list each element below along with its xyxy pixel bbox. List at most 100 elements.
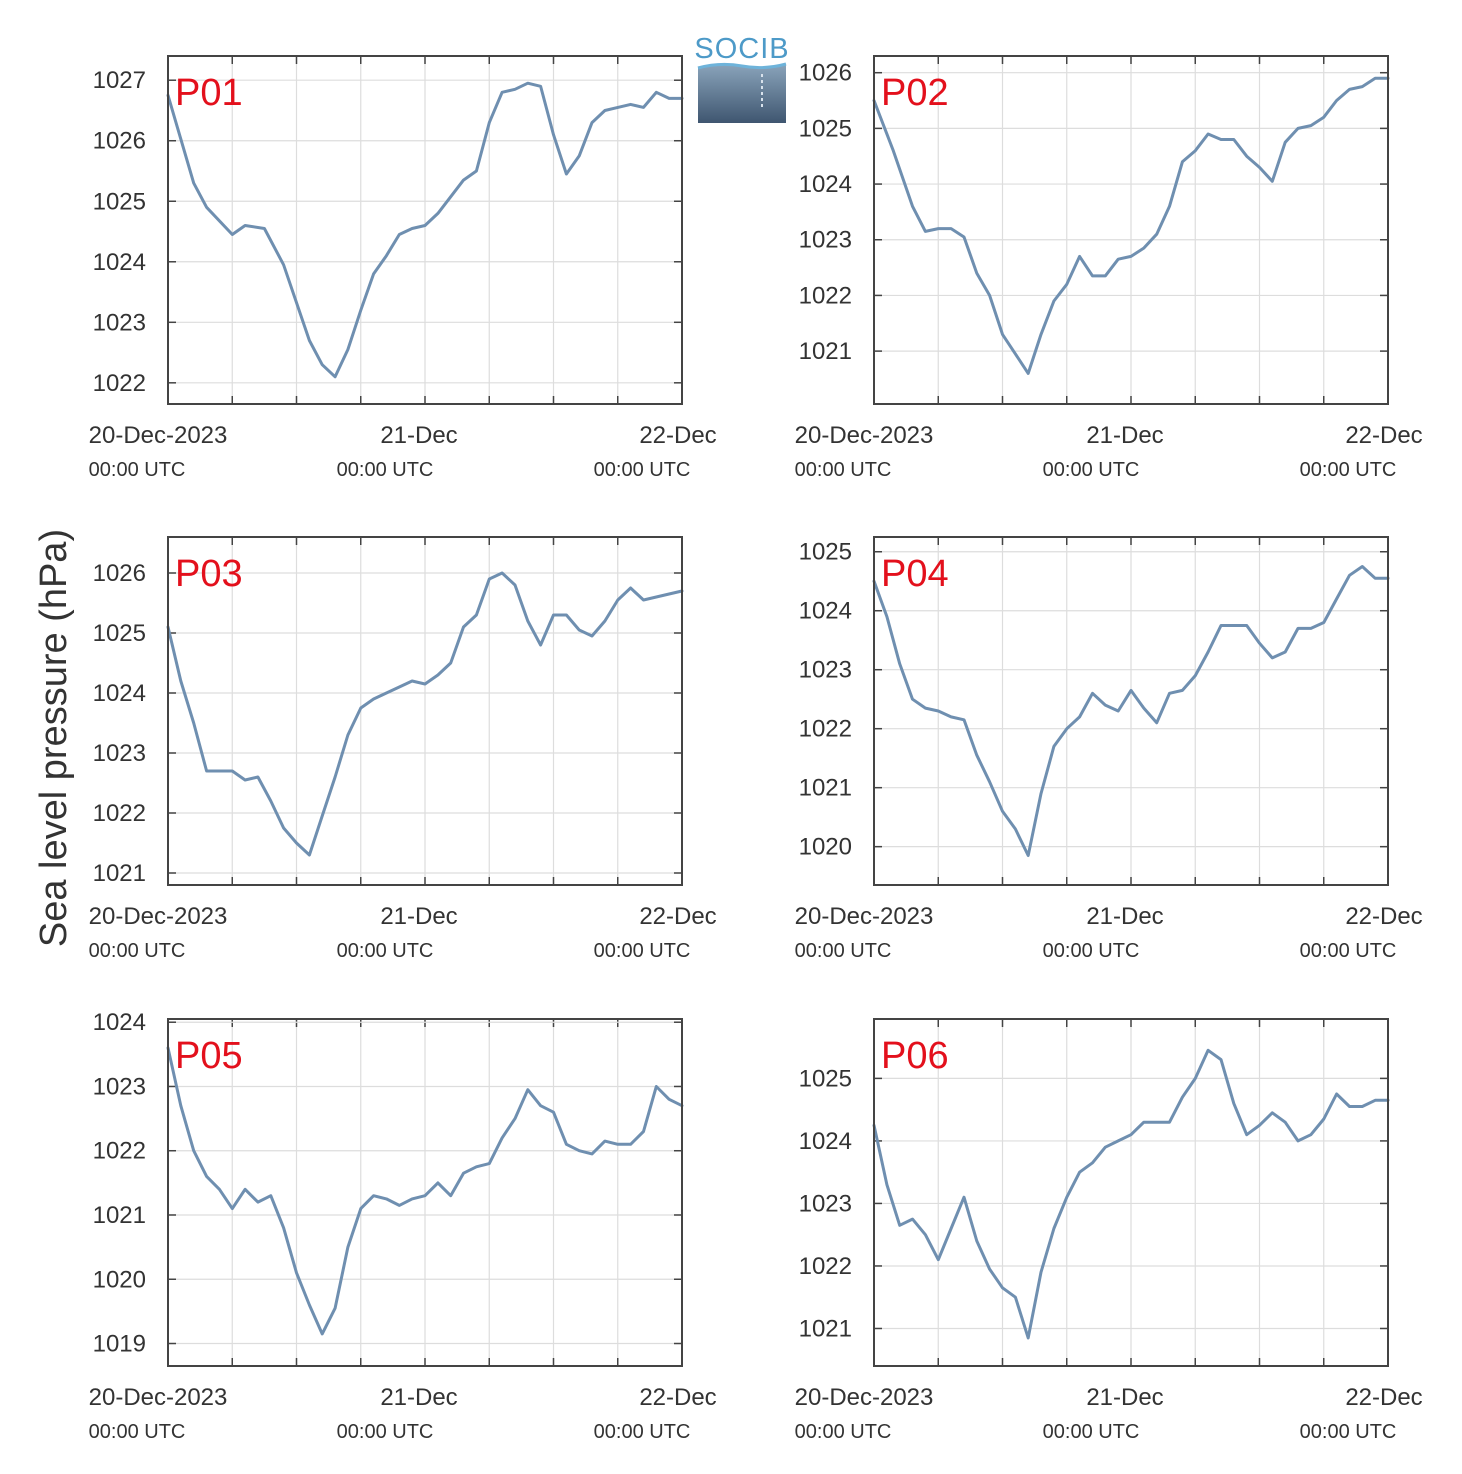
y-tick-label: 1025: [799, 115, 852, 142]
y-tick-label: 1027: [93, 67, 146, 94]
x-tick-sublabel: 00:00 UTC: [1300, 940, 1397, 962]
x-tick-label: 21-Dec: [380, 422, 457, 449]
x-tick-label: 22-Dec: [1345, 903, 1422, 930]
y-tick-label: 1021: [93, 1202, 146, 1229]
pressure-line: [166, 571, 684, 857]
x-tick-label: 21-Dec: [1086, 422, 1163, 449]
x-tick-sublabel: 00:00 UTC: [594, 1421, 691, 1443]
y-tick-label: 1024: [799, 171, 852, 198]
x-tick-sublabel: 00:00 UTC: [89, 940, 186, 962]
x-tick-sublabel: 00:00 UTC: [594, 459, 691, 481]
y-tick-label: 1026: [799, 60, 852, 87]
x-tick-sublabel: 00:00 UTC: [337, 459, 434, 481]
x-tick-sublabel: 00:00 UTC: [795, 459, 892, 481]
x-tick-label: 21-Dec: [1086, 1384, 1163, 1411]
plot-frame: [167, 1018, 683, 1367]
y-tick-label: 1025: [799, 539, 852, 566]
panel-label: P03: [175, 553, 243, 595]
panel-label: P01: [175, 72, 243, 114]
y-tick-label: 1023: [799, 227, 852, 254]
y-tick-label: 1023: [799, 657, 852, 684]
x-tick-sublabel: 00:00 UTC: [1300, 459, 1397, 481]
x-tick-sublabel: 00:00 UTC: [594, 940, 691, 962]
x-tick-sublabel: 00:00 UTC: [89, 459, 186, 481]
x-tick-label: 21-Dec: [380, 1384, 457, 1411]
plot-frame: [873, 1018, 1389, 1367]
y-tick-label: 1026: [93, 560, 146, 587]
x-tick-sublabel: 00:00 UTC: [1300, 1421, 1397, 1443]
x-tick-label: 20-Dec-2023: [89, 903, 228, 930]
panel-p04: 1020 1021 1022 1023 1024 1025 P04 20-Dec-2023 00…: [795, 536, 1423, 962]
plot-frame: [873, 55, 1389, 405]
x-tick-label: 20-Dec-2023: [89, 1384, 228, 1411]
logo-wave: [697, 62, 787, 70]
x-tick-sublabel: 00:00 UTC: [795, 940, 892, 962]
y-tick-label: 1021: [799, 338, 852, 365]
panel-p02: 1021 1022 1023 1024 1025 1026 P02 20-Dec-2023 00…: [795, 55, 1423, 481]
x-tick-sublabel: 00:00 UTC: [1043, 459, 1140, 481]
y-tick-label: 1023: [93, 309, 146, 336]
x-tick-label: 21-Dec: [1086, 903, 1163, 930]
panel-p05: 1019 1020 1021 1022 1023 1024 P05 20-Dec-2023 00…: [89, 1009, 717, 1443]
y-tick-label: 1022: [799, 1253, 852, 1280]
x-tick-label: 22-Dec: [639, 903, 716, 930]
y-tick-label: 1023: [93, 1073, 146, 1100]
y-tick-label: 1023: [93, 740, 146, 767]
y-tick-label: 1021: [93, 860, 146, 887]
logo-emblem: [698, 64, 786, 123]
y-tick-label: 1024: [93, 249, 146, 276]
x-tick-sublabel: 00:00 UTC: [1043, 1421, 1140, 1443]
panel-p03: 1021 1022 1023 1024 1025 1026 P03 20-Dec-2023 00…: [89, 536, 717, 962]
y-tick-label: 1025: [799, 1065, 852, 1092]
pressure-line: [872, 1048, 1390, 1340]
y-tick-label: 1024: [799, 598, 852, 625]
x-tick-sublabel: 00:00 UTC: [337, 1421, 434, 1443]
y-tick-label: 1025: [93, 188, 146, 215]
x-tick-label: 20-Dec-2023: [795, 1384, 934, 1411]
y-axis-label: Sea level pressure (hPa): [33, 529, 75, 947]
plot-frame: [873, 536, 1389, 886]
pressure-line: [166, 81, 684, 379]
x-tick-label: 22-Dec: [639, 1384, 716, 1411]
y-tick-label: 1025: [93, 620, 146, 647]
x-tick-sublabel: 00:00 UTC: [89, 1421, 186, 1443]
x-tick-sublabel: 00:00 UTC: [337, 940, 434, 962]
x-tick-sublabel: 00:00 UTC: [795, 1421, 892, 1443]
pressure-line: [872, 565, 1390, 857]
logo-text: SOCIB: [694, 33, 789, 65]
y-tick-label: 1022: [93, 370, 146, 397]
plot-frame: [167, 55, 683, 405]
y-tick-label: 1022: [799, 716, 852, 743]
y-tick-label: 1022: [93, 800, 146, 827]
x-tick-label: 20-Dec-2023: [795, 903, 934, 930]
x-tick-label: 22-Dec: [1345, 422, 1422, 449]
x-tick-label: 20-Dec-2023: [795, 422, 934, 449]
pressure-line: [166, 1046, 684, 1336]
pressure-line: [872, 76, 1390, 375]
panel-label: P04: [881, 553, 949, 595]
panel-p06: 1021 1022 1023 1024 1025 P06 20-Dec-2023 00:00 …: [795, 1018, 1423, 1443]
y-tick-label: 1022: [93, 1138, 146, 1165]
x-tick-sublabel: 00:00 UTC: [1043, 940, 1140, 962]
x-tick-label: 20-Dec-2023: [89, 422, 228, 449]
y-tick-label: 1019: [93, 1331, 146, 1358]
y-tick-label: 1024: [93, 1009, 146, 1036]
y-tick-label: 1021: [799, 775, 852, 802]
y-tick-label: 1021: [799, 1315, 852, 1342]
panel-p01: 1022 1023 1024 1025 1026 1027 P01 20-Dec-2023 00…: [89, 55, 717, 481]
socib-logo: SOCIB: [694, 33, 789, 123]
y-tick-label: 1024: [93, 680, 146, 707]
panel-label: P05: [175, 1035, 243, 1077]
panel-label: P02: [881, 72, 949, 114]
y-tick-label: 1024: [799, 1128, 852, 1155]
x-tick-label: 22-Dec: [639, 422, 716, 449]
x-tick-label: 21-Dec: [380, 903, 457, 930]
panel-label: P06: [881, 1035, 949, 1077]
x-tick-label: 22-Dec: [1345, 1384, 1422, 1411]
plot-frame: [167, 536, 683, 886]
y-tick-label: 1022: [799, 282, 852, 309]
y-tick-label: 1020: [93, 1266, 146, 1293]
y-tick-label: 1023: [799, 1190, 852, 1217]
y-tick-label: 1020: [799, 834, 852, 861]
